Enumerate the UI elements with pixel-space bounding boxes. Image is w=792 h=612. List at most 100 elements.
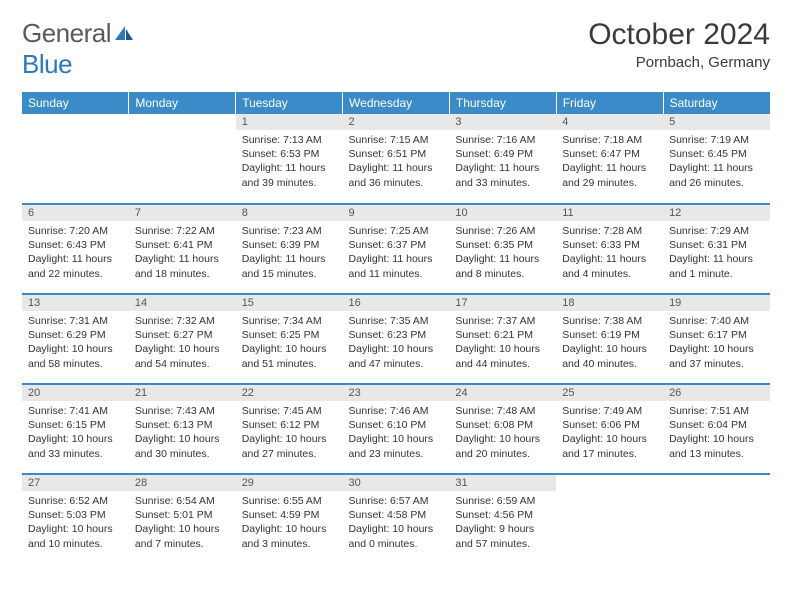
location: Pornbach, Germany xyxy=(588,54,770,71)
sunset-text: Sunset: 6:35 PM xyxy=(455,238,550,252)
day-number: 7 xyxy=(129,205,236,221)
sunrise-text: Sunrise: 6:59 AM xyxy=(455,494,550,508)
sunrise-text: Sunrise: 7:40 AM xyxy=(669,314,764,328)
day-content: Sunrise: 6:59 AMSunset: 4:56 PMDaylight:… xyxy=(449,491,556,555)
daylight-text: Daylight: 10 hours and 17 minutes. xyxy=(562,432,657,460)
sunset-text: Sunset: 6:25 PM xyxy=(242,328,337,342)
sunrise-text: Sunrise: 7:23 AM xyxy=(242,224,337,238)
daylight-text: Daylight: 11 hours and 18 minutes. xyxy=(135,252,230,280)
calendar-week-row: 27Sunrise: 6:52 AMSunset: 5:03 PMDayligh… xyxy=(22,474,770,564)
sunrise-text: Sunrise: 7:35 AM xyxy=(349,314,444,328)
sunrise-text: Sunrise: 7:15 AM xyxy=(349,133,444,147)
day-number: 26 xyxy=(663,385,770,401)
daylight-text: Daylight: 10 hours and 47 minutes. xyxy=(349,342,444,370)
sunrise-text: Sunrise: 7:13 AM xyxy=(242,133,337,147)
calendar-table: SundayMondayTuesdayWednesdayThursdayFrid… xyxy=(22,92,770,564)
day-content: Sunrise: 6:54 AMSunset: 5:01 PMDaylight:… xyxy=(129,491,236,555)
day-content: Sunrise: 7:34 AMSunset: 6:25 PMDaylight:… xyxy=(236,311,343,375)
day-number: 4 xyxy=(556,114,663,130)
daylight-text: Daylight: 11 hours and 1 minute. xyxy=(669,252,764,280)
calendar-day-cell: 17Sunrise: 7:37 AMSunset: 6:21 PMDayligh… xyxy=(449,294,556,384)
day-content: Sunrise: 6:55 AMSunset: 4:59 PMDaylight:… xyxy=(236,491,343,555)
sunset-text: Sunset: 6:17 PM xyxy=(669,328,764,342)
day-number: 25 xyxy=(556,385,663,401)
sunset-text: Sunset: 5:03 PM xyxy=(28,508,123,522)
day-content: Sunrise: 7:26 AMSunset: 6:35 PMDaylight:… xyxy=(449,221,556,285)
sunrise-text: Sunrise: 7:46 AM xyxy=(349,404,444,418)
weekday-header: Monday xyxy=(129,92,236,114)
daylight-text: Daylight: 9 hours and 57 minutes. xyxy=(455,522,550,550)
day-number: 2 xyxy=(343,114,450,130)
weekday-header: Tuesday xyxy=(236,92,343,114)
day-number: 20 xyxy=(22,385,129,401)
calendar-day-cell: 10Sunrise: 7:26 AMSunset: 6:35 PMDayligh… xyxy=(449,204,556,294)
sunrise-text: Sunrise: 7:49 AM xyxy=(562,404,657,418)
daylight-text: Daylight: 10 hours and 7 minutes. xyxy=(135,522,230,550)
logo-text: GeneralBlue xyxy=(22,18,135,80)
sunset-text: Sunset: 4:59 PM xyxy=(242,508,337,522)
daylight-text: Daylight: 10 hours and 3 minutes. xyxy=(242,522,337,550)
sunrise-text: Sunrise: 7:28 AM xyxy=(562,224,657,238)
daylight-text: Daylight: 10 hours and 51 minutes. xyxy=(242,342,337,370)
sunset-text: Sunset: 6:21 PM xyxy=(455,328,550,342)
month-title: October 2024 xyxy=(588,18,770,52)
day-number: 21 xyxy=(129,385,236,401)
calendar-day-cell: 1Sunrise: 7:13 AMSunset: 6:53 PMDaylight… xyxy=(236,114,343,204)
calendar-empty-cell xyxy=(129,114,236,204)
sunset-text: Sunset: 6:04 PM xyxy=(669,418,764,432)
daylight-text: Daylight: 11 hours and 15 minutes. xyxy=(242,252,337,280)
sunrise-text: Sunrise: 7:34 AM xyxy=(242,314,337,328)
day-number: 11 xyxy=(556,205,663,221)
daylight-text: Daylight: 10 hours and 23 minutes. xyxy=(349,432,444,460)
calendar-day-cell: 3Sunrise: 7:16 AMSunset: 6:49 PMDaylight… xyxy=(449,114,556,204)
day-number: 28 xyxy=(129,475,236,491)
day-content: Sunrise: 7:15 AMSunset: 6:51 PMDaylight:… xyxy=(343,130,450,194)
calendar-day-cell: 23Sunrise: 7:46 AMSunset: 6:10 PMDayligh… xyxy=(343,384,450,474)
calendar-day-cell: 25Sunrise: 7:49 AMSunset: 6:06 PMDayligh… xyxy=(556,384,663,474)
calendar-day-cell: 24Sunrise: 7:48 AMSunset: 6:08 PMDayligh… xyxy=(449,384,556,474)
daylight-text: Daylight: 11 hours and 22 minutes. xyxy=(28,252,123,280)
sunrise-text: Sunrise: 7:41 AM xyxy=(28,404,123,418)
day-number: 14 xyxy=(129,295,236,311)
day-content: Sunrise: 7:38 AMSunset: 6:19 PMDaylight:… xyxy=(556,311,663,375)
calendar-day-cell: 20Sunrise: 7:41 AMSunset: 6:15 PMDayligh… xyxy=(22,384,129,474)
daylight-text: Daylight: 10 hours and 44 minutes. xyxy=(455,342,550,370)
calendar-week-row: 6Sunrise: 7:20 AMSunset: 6:43 PMDaylight… xyxy=(22,204,770,294)
calendar-day-cell: 16Sunrise: 7:35 AMSunset: 6:23 PMDayligh… xyxy=(343,294,450,384)
calendar-day-cell: 31Sunrise: 6:59 AMSunset: 4:56 PMDayligh… xyxy=(449,474,556,564)
day-number: 30 xyxy=(343,475,450,491)
daylight-text: Daylight: 11 hours and 11 minutes. xyxy=(349,252,444,280)
sunrise-text: Sunrise: 7:18 AM xyxy=(562,133,657,147)
calendar-day-cell: 14Sunrise: 7:32 AMSunset: 6:27 PMDayligh… xyxy=(129,294,236,384)
daylight-text: Daylight: 11 hours and 26 minutes. xyxy=(669,161,764,189)
sunrise-text: Sunrise: 7:31 AM xyxy=(28,314,123,328)
day-content: Sunrise: 7:13 AMSunset: 6:53 PMDaylight:… xyxy=(236,130,343,194)
calendar-day-cell: 22Sunrise: 7:45 AMSunset: 6:12 PMDayligh… xyxy=(236,384,343,474)
logo: GeneralBlue xyxy=(22,18,135,80)
day-content: Sunrise: 7:18 AMSunset: 6:47 PMDaylight:… xyxy=(556,130,663,194)
weekday-header: Wednesday xyxy=(343,92,450,114)
sunrise-text: Sunrise: 6:52 AM xyxy=(28,494,123,508)
sunrise-text: Sunrise: 6:57 AM xyxy=(349,494,444,508)
sunrise-text: Sunrise: 7:43 AM xyxy=(135,404,230,418)
weekday-header: Friday xyxy=(556,92,663,114)
logo-text-blue: Blue xyxy=(22,49,72,79)
sunset-text: Sunset: 6:47 PM xyxy=(562,147,657,161)
calendar-day-cell: 8Sunrise: 7:23 AMSunset: 6:39 PMDaylight… xyxy=(236,204,343,294)
calendar-body: 1Sunrise: 7:13 AMSunset: 6:53 PMDaylight… xyxy=(22,114,770,564)
day-number: 5 xyxy=(663,114,770,130)
day-number: 19 xyxy=(663,295,770,311)
daylight-text: Daylight: 10 hours and 10 minutes. xyxy=(28,522,123,550)
daylight-text: Daylight: 10 hours and 37 minutes. xyxy=(669,342,764,370)
day-content: Sunrise: 7:31 AMSunset: 6:29 PMDaylight:… xyxy=(22,311,129,375)
daylight-text: Daylight: 10 hours and 54 minutes. xyxy=(135,342,230,370)
calendar-day-cell: 13Sunrise: 7:31 AMSunset: 6:29 PMDayligh… xyxy=(22,294,129,384)
sunset-text: Sunset: 6:49 PM xyxy=(455,147,550,161)
calendar-day-cell: 9Sunrise: 7:25 AMSunset: 6:37 PMDaylight… xyxy=(343,204,450,294)
sunset-text: Sunset: 4:56 PM xyxy=(455,508,550,522)
daylight-text: Daylight: 11 hours and 8 minutes. xyxy=(455,252,550,280)
sunset-text: Sunset: 6:37 PM xyxy=(349,238,444,252)
day-content: Sunrise: 6:57 AMSunset: 4:58 PMDaylight:… xyxy=(343,491,450,555)
calendar-day-cell: 28Sunrise: 6:54 AMSunset: 5:01 PMDayligh… xyxy=(129,474,236,564)
day-content: Sunrise: 7:28 AMSunset: 6:33 PMDaylight:… xyxy=(556,221,663,285)
